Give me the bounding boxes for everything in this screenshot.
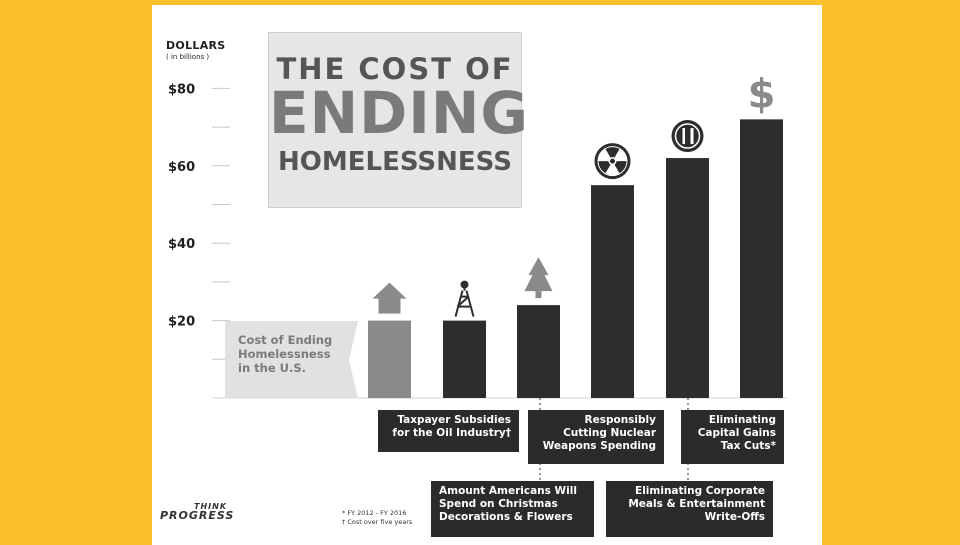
label-nuclear-line-1: Responsibly (584, 414, 656, 426)
title-line-3: HOMELESSNESS (278, 147, 512, 177)
label-homelessness-bg (225, 321, 358, 398)
label-meals-line-2: Meals & Entertainment (628, 498, 765, 510)
label-homelessness-line-1: Cost of Ending (238, 333, 332, 347)
label-nuclear-line-2: Cutting Nuclear (563, 427, 656, 439)
y-tick-label-60: $60 (168, 160, 195, 175)
label-oil-line-1: Taxpayer Subsidies (397, 414, 511, 426)
label-corporate-meals: Eliminating Corporate Meals & Entertainm… (606, 481, 773, 537)
footnote-fy: * FY 2012 - FY 2016 (342, 509, 407, 517)
oil-derrick-icon (454, 280, 475, 317)
christmas-tree-icon (524, 257, 553, 299)
bar-chart: $20 $40 $60 $80 Cost of EndingHomelessnessin… (168, 71, 787, 481)
y-tick-label-80: $80 (168, 82, 195, 97)
bar-2 (443, 320, 486, 398)
bar-5 (666, 158, 709, 398)
dollar-sign-icon: $ (748, 71, 776, 117)
y-tick-label-20: $20 (168, 315, 195, 330)
label-capgains-line-2: Capital Gains (697, 427, 776, 439)
y-axis-units-label: DOLLARS (166, 39, 226, 52)
title-line-2: ENDING (269, 79, 530, 147)
footnote-five-years: † Cost over five years (342, 518, 413, 526)
bar-1 (368, 320, 411, 398)
label-christmas-line-3: Decorations & Flowers (439, 511, 573, 523)
title-line-1: THE COST OF (276, 52, 514, 86)
label-capgains-line-3: Tax Cuts* (720, 440, 776, 452)
label-nuclear: Responsibly Cutting Nuclear Weapons Spen… (528, 410, 664, 464)
label-oil-line-2: for the Oil Industry† (392, 427, 511, 439)
bar-3 (517, 305, 560, 398)
footnotes: * FY 2012 - FY 2016 † Cost over five yea… (342, 509, 412, 527)
label-meals-line-3: Write-Offs (704, 511, 765, 523)
logo-line-2: PROGRESS (160, 509, 235, 522)
think-progress-logo: THINK PROGRESS (160, 502, 234, 522)
bar-6 (740, 119, 783, 399)
label-homelessness-line-3: in the U.S. (238, 361, 306, 375)
y-tick-label-40: $40 (168, 237, 195, 252)
label-capgains-line-1: Eliminating (708, 414, 776, 426)
logo-line-1: THINK (194, 502, 228, 511)
label-christmas-line-2: Spend on Christmas (439, 498, 558, 510)
title-box: THE COST OF ENDING HOMELESSNESS (268, 32, 530, 208)
house-icon (372, 282, 407, 314)
label-christmas-line-1: Amount Americans Will (439, 485, 577, 497)
y-axis-units-sublabel: ( in billions ) (166, 53, 210, 61)
label-homelessness-line-2: Homelessness (238, 347, 331, 361)
radiation-icon (594, 143, 631, 180)
bar-4 (591, 185, 634, 398)
label-capital-gains: Eliminating Capital Gains Tax Cuts* (681, 410, 784, 464)
label-nuclear-line-3: Weapons Spending (542, 440, 656, 452)
label-christmas: Amount Americans Will Spend on Christmas… (431, 481, 594, 537)
label-meals-line-1: Eliminating Corporate (635, 485, 765, 497)
fork-knife-icon (671, 120, 704, 153)
infographic-canvas: $20 $40 $60 $80 Cost of Ending Homelessness in… (152, 5, 822, 545)
label-oil-subsidies: Taxpayer Subsidies for the Oil Industry† (378, 410, 519, 452)
y-axis-units: DOLLARS ( in billions ) (166, 39, 226, 61)
